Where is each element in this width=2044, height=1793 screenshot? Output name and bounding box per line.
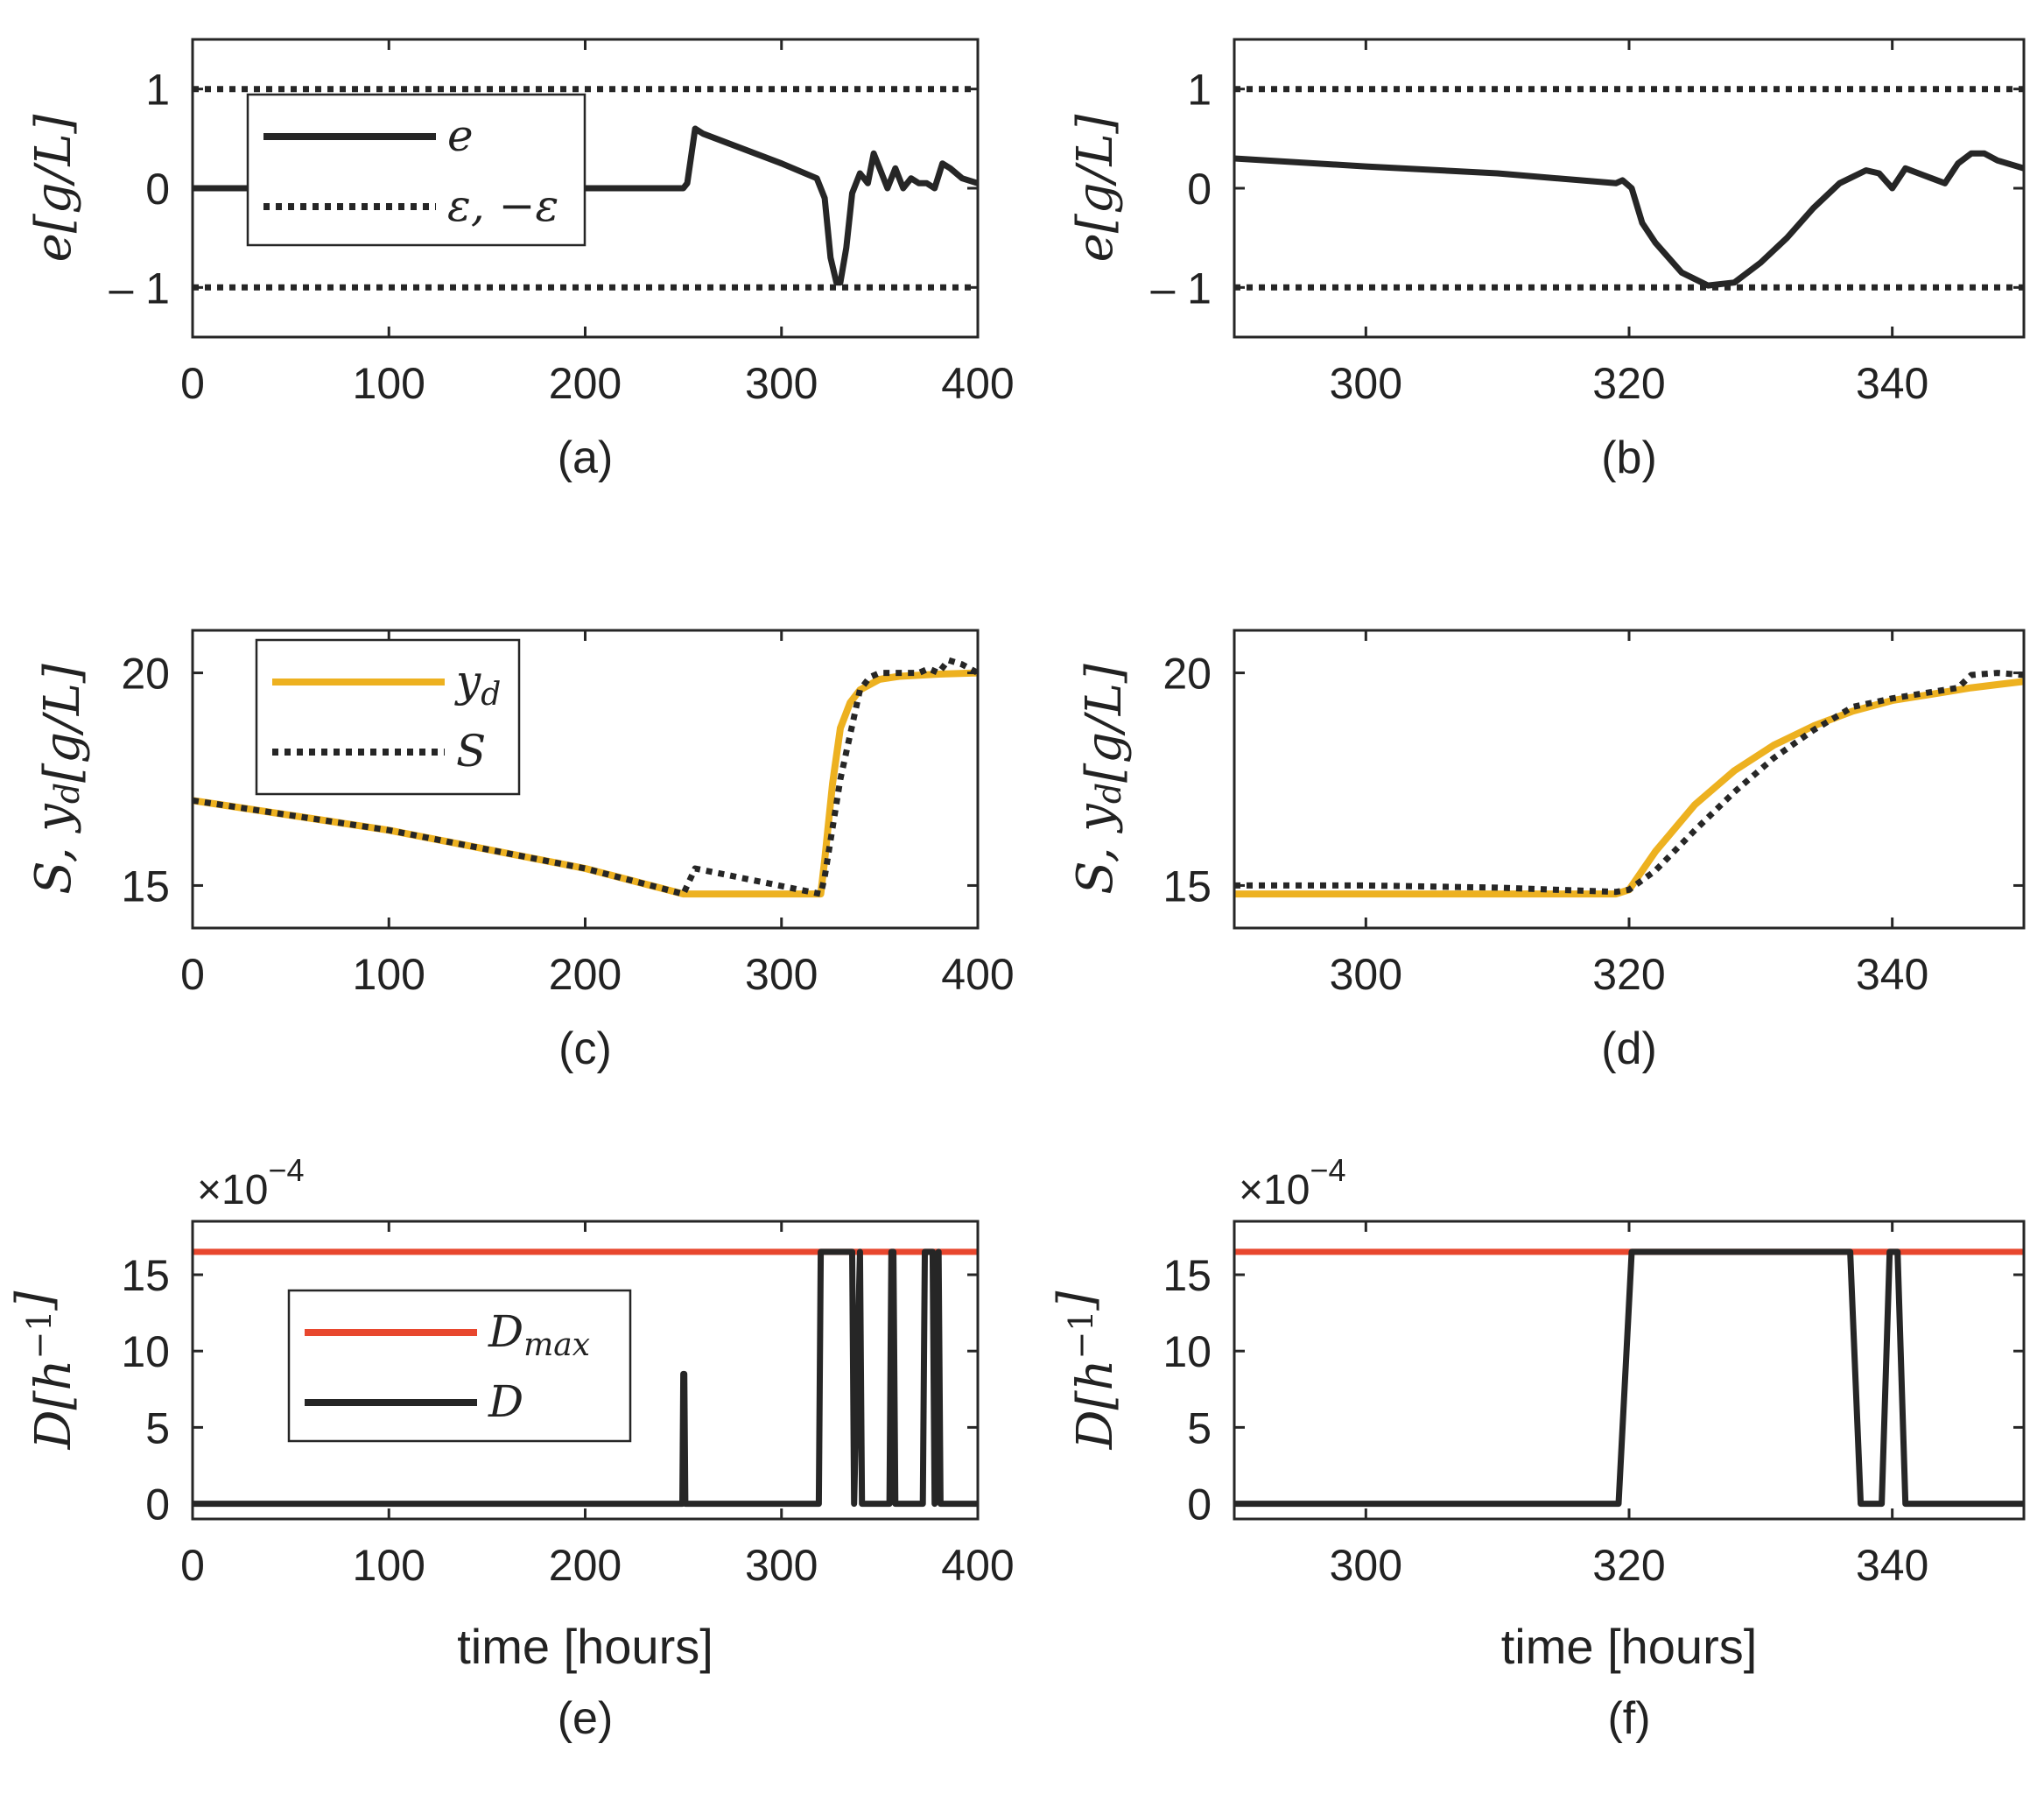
x-tick-label: 200 bbox=[549, 359, 622, 408]
series-line-S bbox=[1234, 670, 2024, 896]
y-axis-label: D[h−1] bbox=[6, 1291, 82, 1451]
x-tick-label: 400 bbox=[941, 950, 1014, 999]
y-tick-label: 10 bbox=[121, 1327, 170, 1376]
x-tick-label: 340 bbox=[1856, 950, 1928, 999]
y-axis-label: e[g/L] bbox=[25, 114, 82, 262]
legend-label: D bbox=[488, 1376, 523, 1427]
x-tick-label: 400 bbox=[941, 359, 1014, 408]
x-tick-label: 300 bbox=[1330, 1541, 1402, 1590]
series-line-y_d bbox=[1234, 678, 2024, 898]
y-tick-label: 10 bbox=[1162, 1327, 1212, 1376]
x-tick-label: 200 bbox=[549, 1541, 622, 1590]
y-tick-label: 5 bbox=[145, 1403, 170, 1452]
legend-box bbox=[255, 638, 521, 796]
x-tick-label: 320 bbox=[1592, 1541, 1665, 1590]
y-tick-label: 1 bbox=[145, 66, 170, 115]
y-tick-label: 20 bbox=[121, 650, 170, 699]
series-line-e bbox=[1234, 150, 2024, 289]
axis-scale-factor: ×10−4 bbox=[197, 1152, 304, 1213]
x-tick-label: 0 bbox=[180, 950, 205, 999]
x-tick-label: 340 bbox=[1856, 359, 1928, 408]
y-tick-label: 5 bbox=[1187, 1403, 1212, 1452]
y-axis-label: S, yd[g/L] bbox=[25, 664, 91, 895]
x-tick-label: 0 bbox=[180, 1541, 205, 1590]
panel-label: (b) bbox=[1601, 432, 1657, 483]
chart-panel-e: 0 100 200 300 400 15 10 5 0 D[h−1] time [hours] ×10… bbox=[6, 1152, 1015, 1744]
y-tick-label: 0 bbox=[1187, 1480, 1212, 1529]
panel-label: (e) bbox=[558, 1693, 614, 1744]
y-tick-label: 15 bbox=[1162, 1251, 1212, 1300]
x-tick-label: 320 bbox=[1592, 950, 1665, 999]
y-tick-label: 15 bbox=[121, 1251, 170, 1300]
legend-label: S bbox=[456, 726, 486, 777]
axis-scale-factor: ×10−4 bbox=[1239, 1152, 1345, 1213]
y-tick-label: 0 bbox=[1187, 165, 1212, 214]
x-tick-label: 100 bbox=[353, 950, 425, 999]
legend-label: Dmax bbox=[488, 1306, 590, 1363]
panel-label: (a) bbox=[558, 432, 614, 483]
x-tick-label: 100 bbox=[353, 1541, 425, 1590]
y-tick-label: 15 bbox=[1162, 861, 1212, 911]
y-tick-label: 1 bbox=[1187, 66, 1212, 115]
x-tick-label: 400 bbox=[941, 1541, 1014, 1590]
x-tick-label: 300 bbox=[745, 1541, 818, 1590]
y-tick-label: – 1 bbox=[109, 264, 170, 313]
legend: Dmax D bbox=[287, 1289, 632, 1443]
x-tick-label: 300 bbox=[745, 950, 818, 999]
series-line-D bbox=[193, 1248, 978, 1508]
y-axis-label: S, yd[g/L] bbox=[1067, 664, 1133, 895]
chart-panel-d: 300 320 340 20 15 S, yd[g/L] (d) bbox=[1067, 629, 2026, 1074]
y-axis-label: D[h−1] bbox=[1048, 1291, 1124, 1451]
panel-label: (d) bbox=[1601, 1023, 1657, 1074]
x-tick-label: 300 bbox=[1330, 359, 1402, 408]
legend: e ε, −ε bbox=[246, 93, 587, 247]
y-tick-label: 0 bbox=[145, 1480, 170, 1529]
y-tick-label: 20 bbox=[1162, 650, 1212, 699]
y-tick-label: – 1 bbox=[1150, 264, 1212, 313]
x-tick-label: 320 bbox=[1592, 359, 1665, 408]
x-tick-label: 340 bbox=[1856, 1541, 1928, 1590]
legend-label: yd bbox=[454, 656, 501, 713]
series-line-e bbox=[193, 125, 978, 286]
axes-box bbox=[1233, 629, 2026, 930]
panel-label: (f) bbox=[1607, 1693, 1650, 1744]
x-tick-label: 200 bbox=[549, 950, 622, 999]
x-axis-label: time [hours] bbox=[1501, 1619, 1758, 1674]
y-tick-label: 15 bbox=[121, 861, 170, 911]
x-tick-label: 100 bbox=[353, 359, 425, 408]
chart-panel-c: 0 100 200 300 400 20 15 S, yd[g/L] (c) yd S bbox=[25, 629, 1015, 1074]
legend-label: ε, −ε bbox=[447, 180, 558, 231]
chart-panel-f: 300 320 340 15 10 5 0 D[h−1] time [hours] ×10−4 (f… bbox=[1048, 1152, 2026, 1744]
y-tick-label: 0 bbox=[145, 165, 170, 214]
legend-box bbox=[246, 93, 587, 247]
y-axis-label: e[g/L] bbox=[1067, 114, 1124, 262]
legend: yd S bbox=[255, 638, 521, 796]
legend-box bbox=[287, 1289, 632, 1443]
panel-label: (c) bbox=[558, 1023, 612, 1074]
x-tick-label: 0 bbox=[180, 359, 205, 408]
x-tick-label: 300 bbox=[745, 359, 818, 408]
legend-label: e bbox=[447, 110, 474, 161]
chart-panel-b: 300 320 340 1 0 – 1 e[g/L] (b) bbox=[1067, 38, 2026, 483]
x-tick-label: 300 bbox=[1330, 950, 1402, 999]
series-line-D bbox=[1234, 1248, 2024, 1508]
x-axis-label: time [hours] bbox=[457, 1619, 713, 1674]
